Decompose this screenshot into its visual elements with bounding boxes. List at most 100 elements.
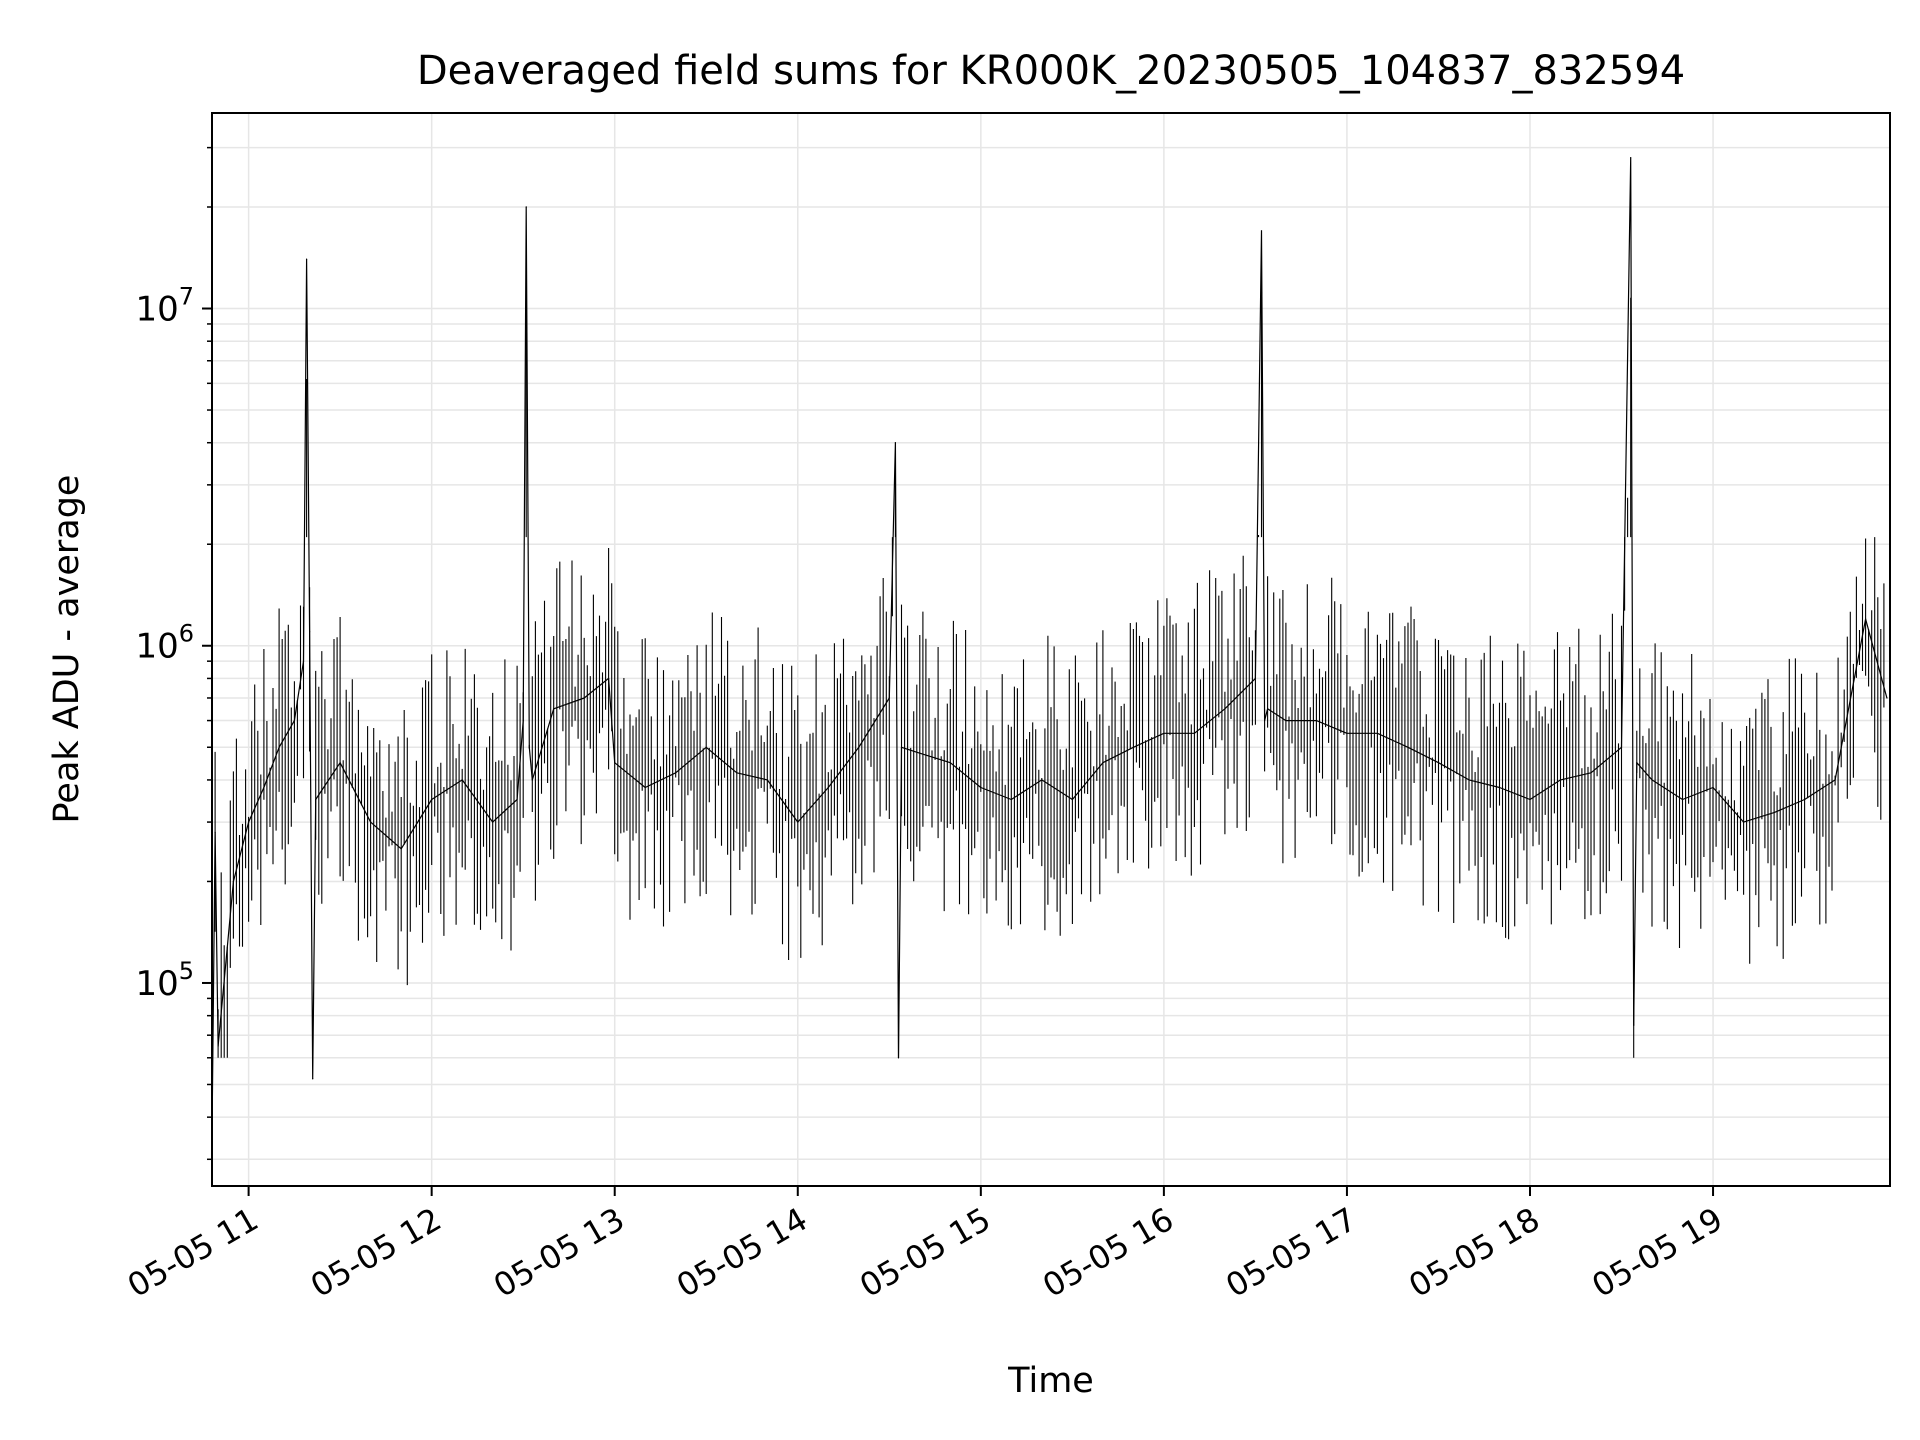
trace-segment (1636, 668, 1650, 893)
data-point (312, 1078, 314, 1080)
chart-title: Deaveraged field sums for KR000K_2023050… (417, 48, 1685, 94)
trace-segment (888, 537, 893, 819)
data-point (705, 746, 707, 748)
x-tick-label: 05-05 12 (304, 1200, 448, 1305)
series-line (211, 157, 1888, 1137)
trace-segment (248, 684, 262, 925)
data-point (1651, 779, 1653, 781)
data-point (214, 831, 216, 833)
trace-segment (1407, 606, 1436, 906)
data-point (858, 746, 860, 748)
trace-segment (1804, 672, 1833, 925)
data-point (1193, 732, 1195, 734)
trace-segment (766, 664, 796, 960)
y-axis: 105 106 107 (135, 146, 212, 1161)
data-point (1437, 762, 1440, 764)
data-point (522, 719, 524, 722)
spike-layer (211, 157, 1888, 1138)
trace-segment (492, 659, 515, 951)
trace-segment (736, 627, 765, 915)
trace-segment (1620, 497, 1629, 881)
trace-segment (1559, 628, 1589, 920)
trace-segment (1376, 612, 1406, 891)
trace-segment (1132, 600, 1162, 869)
trace-segment (1773, 658, 1803, 959)
data-point (1620, 746, 1623, 748)
data-point (370, 821, 372, 823)
data-point (461, 779, 463, 781)
x-tick-label: 05-05 11 (121, 1200, 265, 1305)
data-point (400, 848, 402, 850)
trace-segment (1468, 635, 1497, 924)
trace-segment (431, 650, 460, 936)
trace-segment (1102, 623, 1131, 874)
trace-segment (900, 604, 918, 882)
x-tick-label: 05-05 17 (1219, 1200, 1363, 1305)
data-point (1163, 732, 1165, 734)
y-tick-label: 105 (135, 957, 194, 1004)
data-point (897, 1057, 900, 1059)
trace-segment (1651, 643, 1681, 948)
trace-segment (1267, 576, 1284, 864)
trace-segment (1010, 659, 1040, 930)
data-point (900, 746, 903, 748)
x-axis-label: Time (1007, 1361, 1094, 1401)
data-point (1712, 786, 1714, 789)
trace-segment (370, 728, 399, 970)
trace-segment (919, 611, 948, 912)
trace-segment (1498, 643, 1528, 940)
data-point (293, 719, 295, 722)
trace-segment (1590, 613, 1620, 916)
plot-frame (211, 112, 1891, 1187)
data-point (1803, 798, 1806, 801)
data-point (492, 821, 494, 823)
trace-segment (1193, 570, 1223, 865)
x-tick-label: 05-05 15 (853, 1200, 997, 1305)
data-point (516, 798, 518, 801)
trace-segment (293, 605, 302, 803)
data-point (1742, 821, 1745, 823)
data-point (278, 746, 280, 748)
trace-segment (980, 674, 1009, 926)
trace-segment (1315, 577, 1345, 845)
trace-segment (1743, 679, 1772, 964)
data-point (1529, 798, 1531, 801)
trace-segment (1437, 640, 1467, 923)
data-point (1407, 746, 1409, 748)
data-point (980, 786, 982, 789)
trace-segment (675, 645, 704, 904)
trace-segment (1834, 576, 1864, 823)
data-point (1224, 708, 1226, 710)
trace-segment (1681, 654, 1711, 929)
data-point (1267, 708, 1269, 710)
y-tick-label: 107 (135, 283, 194, 330)
data-point (1636, 762, 1638, 764)
data-point (553, 708, 555, 710)
data-point (766, 779, 768, 781)
trace-segment (1224, 555, 1253, 835)
data-point (305, 258, 308, 260)
data-point (315, 798, 317, 801)
data-point (1102, 762, 1104, 764)
data-point (1346, 732, 1348, 734)
data-point (1498, 786, 1501, 789)
trace-segment (278, 608, 292, 885)
x-tick-label: 05-05 16 (1036, 1200, 1180, 1305)
data-point (797, 821, 799, 823)
trace-segment (516, 665, 521, 872)
x-tick-label: 05-05 13 (487, 1200, 631, 1305)
y-tick-label: 106 (135, 620, 194, 667)
data-point (1285, 719, 1287, 722)
data-point (1886, 697, 1888, 699)
data-point (309, 631, 311, 633)
trace-segment (400, 680, 430, 986)
grid (212, 113, 1890, 1186)
trace-segment (531, 600, 552, 901)
data-point (1468, 779, 1470, 781)
data-point (614, 762, 616, 764)
trace-segment (583, 594, 607, 816)
trace-segment (705, 612, 735, 916)
data-point (1263, 719, 1266, 722)
data-point (827, 786, 829, 789)
